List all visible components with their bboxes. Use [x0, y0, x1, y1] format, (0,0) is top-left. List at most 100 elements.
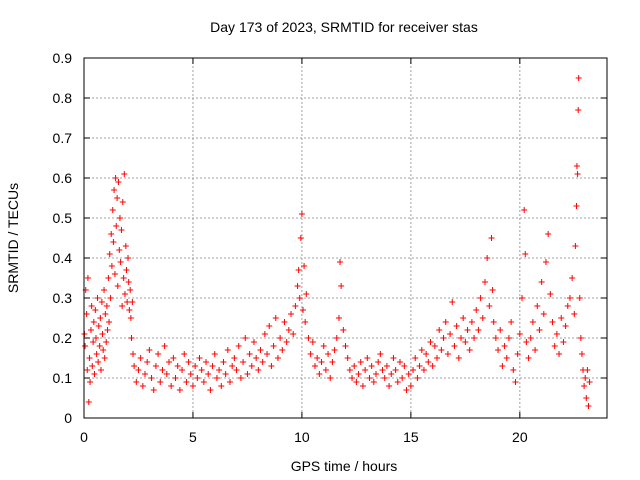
- data-point: [266, 323, 273, 329]
- data-point: [314, 355, 321, 361]
- y-tick-label: 0.9: [53, 50, 73, 66]
- data-point: [91, 371, 98, 377]
- data-point: [104, 327, 111, 333]
- data-point: [519, 295, 526, 301]
- data-point: [436, 327, 443, 333]
- data-point: [386, 383, 393, 389]
- data-point: [196, 355, 203, 361]
- data-point: [237, 375, 244, 381]
- data-point: [88, 303, 95, 309]
- data-point: [381, 375, 388, 381]
- x-tick-label: 0: [80, 429, 88, 445]
- data-point: [172, 375, 179, 381]
- data-point: [176, 387, 183, 393]
- data-point: [582, 375, 589, 381]
- data-point: [322, 367, 329, 373]
- data-point: [477, 295, 484, 301]
- data-point: [344, 355, 351, 361]
- data-point: [126, 307, 133, 313]
- data-point: [536, 327, 543, 333]
- y-tick-label: 0.5: [53, 210, 73, 226]
- data-point: [125, 279, 132, 285]
- data-point: [261, 331, 268, 337]
- data-point: [127, 315, 134, 321]
- data-point: [97, 367, 104, 373]
- data-point: [192, 363, 199, 369]
- data-point: [329, 359, 336, 365]
- data-point: [529, 319, 536, 325]
- data-point: [123, 267, 130, 273]
- data-point: [95, 359, 102, 365]
- data-point: [259, 359, 266, 365]
- data-point: [401, 363, 408, 369]
- data-point: [434, 355, 441, 361]
- data-point: [200, 379, 207, 385]
- data-point: [218, 383, 225, 389]
- x-tick-label: 20: [512, 429, 528, 445]
- data-point: [209, 363, 216, 369]
- data-point: [105, 275, 112, 281]
- data-point: [87, 379, 94, 385]
- data-point: [137, 355, 144, 361]
- data-point: [562, 323, 569, 329]
- data-point: [495, 347, 502, 353]
- data-point: [244, 371, 251, 377]
- data-point: [285, 327, 292, 333]
- data-point: [575, 75, 582, 81]
- data-point: [327, 375, 334, 381]
- data-point: [309, 339, 316, 345]
- data-point: [525, 355, 532, 361]
- x-axis-label: GPS time / hours: [291, 458, 398, 474]
- data-point: [115, 179, 122, 185]
- data-point: [130, 351, 137, 357]
- data-point: [320, 343, 327, 349]
- data-point: [174, 363, 181, 369]
- data-point: [468, 319, 475, 325]
- data-point: [586, 379, 593, 385]
- data-point: [103, 339, 110, 345]
- y-tick-label: 0.2: [53, 330, 73, 346]
- data-point: [129, 299, 136, 305]
- data-point: [375, 359, 382, 365]
- data-point: [403, 387, 410, 393]
- data-point: [114, 195, 121, 201]
- data-point: [216, 367, 223, 373]
- data-point: [316, 371, 323, 377]
- data-point: [220, 359, 227, 365]
- data-point: [532, 347, 539, 353]
- data-point: [549, 319, 556, 325]
- data-point: [355, 371, 362, 377]
- data-point: [335, 315, 342, 321]
- grid-lines: [84, 58, 607, 418]
- data-point: [144, 359, 151, 365]
- data-point: [229, 363, 236, 369]
- data-point: [573, 163, 580, 169]
- data-point: [331, 347, 338, 353]
- data-point: [277, 335, 284, 341]
- data-point: [377, 351, 384, 357]
- y-tick-label: 0.1: [53, 370, 73, 386]
- data-point: [510, 367, 517, 373]
- data-point: [429, 363, 436, 369]
- data-point: [114, 283, 121, 289]
- data-point: [101, 287, 108, 293]
- data-point: [148, 375, 155, 381]
- data-point: [425, 359, 432, 365]
- data-point: [274, 355, 281, 361]
- data-point: [388, 371, 395, 377]
- data-point: [84, 275, 91, 281]
- data-point: [490, 319, 497, 325]
- y-tick-label: 0: [64, 410, 72, 426]
- data-point: [405, 371, 412, 377]
- data-point: [240, 359, 247, 365]
- data-point: [116, 215, 123, 221]
- data-point: [279, 347, 286, 353]
- data-point: [410, 367, 417, 373]
- data-point: [451, 343, 458, 349]
- axis-ticks: [83, 57, 607, 419]
- data-point: [583, 395, 590, 401]
- data-point: [157, 379, 164, 385]
- data-point: [538, 279, 545, 285]
- data-point: [227, 379, 234, 385]
- data-point: [325, 351, 332, 357]
